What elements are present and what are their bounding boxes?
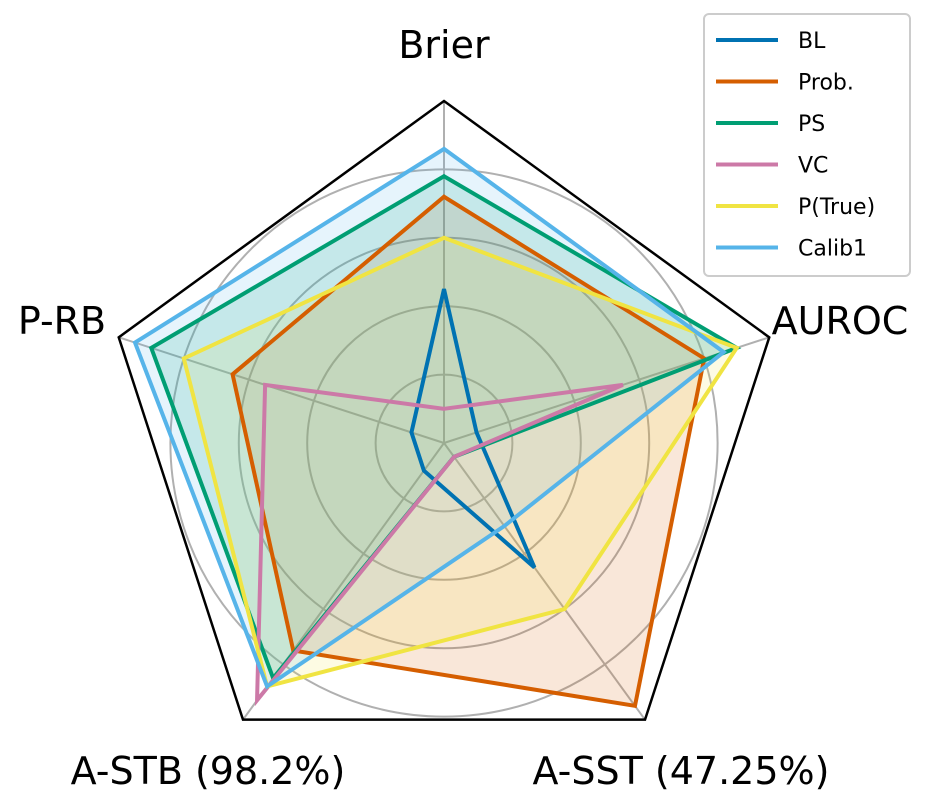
legend-label-prob: Prob. <box>798 71 854 96</box>
legend-label-vc: VC <box>798 154 828 179</box>
fill-layer <box>135 148 737 706</box>
axis-label-auroc: AUROC <box>772 299 909 343</box>
legend-label-ps: PS <box>798 112 825 137</box>
line-layer <box>132 146 742 709</box>
axis-label-p-rb: P-RB <box>18 299 106 343</box>
series-area-ps <box>151 176 737 679</box>
axis-label-brier: Brier <box>398 23 490 67</box>
legend-label-bl: BL <box>798 29 826 54</box>
axis-spoke-3 <box>443 442 646 721</box>
outer-frame <box>117 99 771 721</box>
legend-label-calib1: Calib1 <box>798 237 867 262</box>
series-line-prob <box>230 194 707 709</box>
grid-layer <box>117 99 771 721</box>
axis-spoke-5 <box>118 336 445 444</box>
series-line-p-true <box>181 235 740 689</box>
series-area-p-true <box>183 237 737 687</box>
series-line-calib1 <box>132 146 728 690</box>
legend-label-p-true: P(True) <box>798 195 875 220</box>
axis-label-a-stb: A-STB (98.2%) <box>71 749 346 793</box>
axis-label-a-sst: A-SST (47.25%) <box>533 749 830 793</box>
series-line-bl <box>409 288 537 570</box>
legend: BL Prob. PS VC P(True) Calib1 <box>703 13 911 277</box>
series-line-vc <box>254 382 624 707</box>
series-area-calib1 <box>135 148 724 687</box>
